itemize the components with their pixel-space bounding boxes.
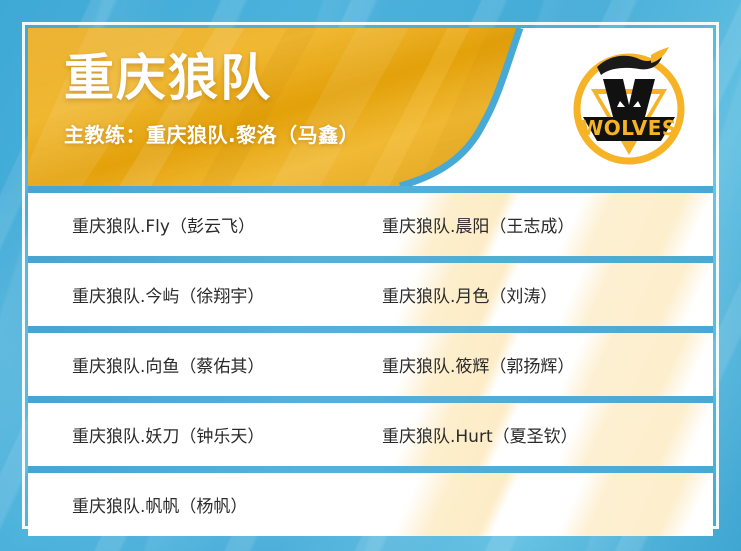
- player-name: 重庆狼队.妖刀（钟乐天）: [72, 427, 265, 447]
- gold-header-shape: [28, 28, 573, 186]
- table-row[interactable]: 重庆狼队.今屿（徐翔宇） 重庆狼队.月色（刘涛）: [28, 263, 713, 326]
- table-row[interactable]: 重庆狼队.Fly（彭云飞） 重庆狼队.晨阳（王志成）: [28, 193, 713, 256]
- player-name: 重庆狼队.晨阳（王志成）: [382, 217, 575, 237]
- row-divider: [28, 326, 713, 333]
- table-row[interactable]: 重庆狼队.妖刀（钟乐天） 重庆狼队.Hurt（夏圣钦）: [28, 403, 713, 466]
- row-divider: [28, 256, 713, 263]
- row-divider: [28, 186, 713, 193]
- team-header: 重庆狼队 主教练：重庆狼队.黎洛（马鑫）: [28, 28, 713, 186]
- table-row[interactable]: 重庆狼队.向鱼（蔡佑其） 重庆狼队.筱辉（郭扬辉）: [28, 333, 713, 396]
- player-name: 重庆狼队.Fly（彭云飞）: [72, 217, 255, 237]
- wolves-wordmark: WOLVES: [581, 116, 677, 140]
- wolves-logo-icon: WOLVES: [565, 43, 693, 171]
- table-row[interactable]: 重庆狼队.帆帆（杨帆）: [28, 473, 713, 536]
- page-title: 重庆狼队: [64, 49, 272, 107]
- player-name: 重庆狼队.筱辉（郭扬辉）: [382, 357, 575, 377]
- header-text-block: 重庆狼队 主教练：重庆狼队.黎洛（马鑫）: [64, 52, 359, 148]
- player-name: 重庆狼队.今屿（徐翔宇）: [72, 287, 265, 307]
- row-divider: [28, 466, 713, 473]
- player-name: 重庆狼队.月色（刘涛）: [382, 287, 558, 307]
- row-divider: [28, 396, 713, 403]
- player-name: 重庆狼队.Hurt（夏圣钦）: [382, 427, 578, 447]
- player-name: 重庆狼队.帆帆（杨帆）: [72, 497, 248, 517]
- roster-list: 重庆狼队.Fly（彭云飞） 重庆狼队.晨阳（王志成） 重庆狼队.今屿（徐翔宇） …: [28, 186, 713, 536]
- roster-card: 重庆狼队 主教练：重庆狼队.黎洛（马鑫）: [28, 28, 713, 536]
- player-name: 重庆狼队.向鱼（蔡佑其）: [72, 357, 265, 377]
- coach-label: 主教练：重庆狼队.黎洛（马鑫）: [64, 123, 360, 147]
